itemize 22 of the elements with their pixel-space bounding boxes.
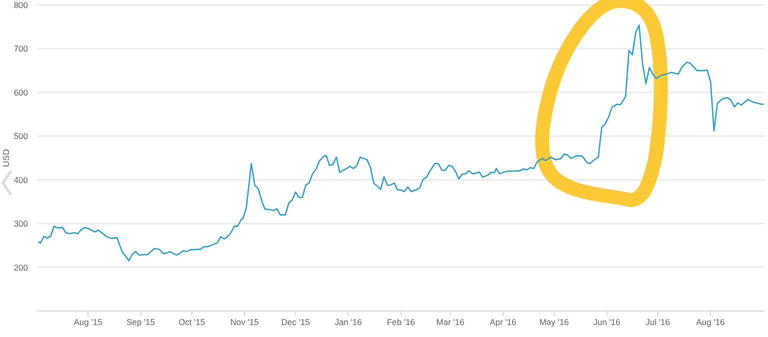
y-tick-label: 700 [14,44,28,54]
y-tick-label: 500 [14,131,28,142]
x-tick-label: Dec '15 [281,317,310,327]
x-tick-label: Jul '16 [646,317,670,327]
x-tick-label: Jun '16 [593,317,621,327]
y-axis-title: USD [1,149,11,167]
x-tick-label: Aug '15 [74,317,103,327]
x-tick-label: May '16 [539,317,570,327]
x-tick-label: Aug '16 [696,317,726,327]
y-tick-label: 200 [14,262,28,272]
y-tick-label: 600 [14,87,28,98]
x-tick-label: Mar '16 [436,317,465,327]
y-tick-label: 300 [14,218,28,229]
x-tick-label: Feb '16 [386,317,416,327]
x-tick-label: Jan '16 [334,317,362,327]
y-tick-label: 400 [14,174,28,185]
x-tick-label: Oct '15 [178,317,206,327]
x-tick-label: Sep '15 [126,317,156,327]
y-tick-label: 800 [14,0,28,10]
x-tick-label: Apr '16 [490,317,517,327]
line-series [38,24,764,262]
x-tick-label: Nov '15 [230,317,260,327]
